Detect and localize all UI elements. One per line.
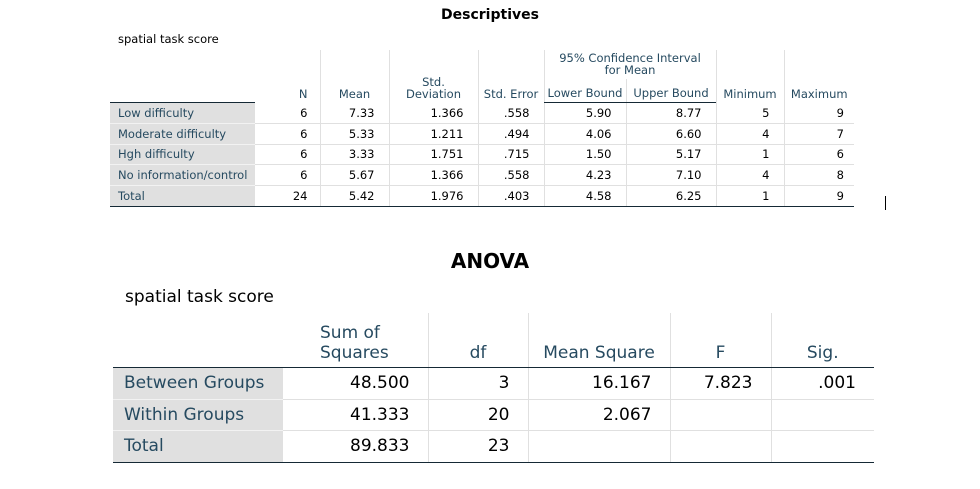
header-upper-bound: Upper Bound: [625, 79, 716, 103]
row-label: Moderate difficulty: [110, 123, 255, 145]
table-row: Between Groups 48.500 3 16.167 7.823 .00…: [113, 367, 874, 400]
row-label: Total: [113, 430, 283, 463]
cell-lower: 4.06: [543, 123, 626, 145]
cell-df: 20: [427, 399, 528, 431]
header-f: F: [669, 313, 771, 368]
header-sum-of-squares: Sum of Squares: [283, 313, 428, 368]
cell-mean: 5.33: [319, 123, 389, 145]
cell-se: .494: [477, 123, 544, 145]
cell-lower: 1.50: [543, 144, 626, 166]
cell-n: 6: [255, 102, 320, 124]
cell-mean: 3.33: [319, 144, 389, 166]
table-row: Total 24 5.42 1.976 .403 4.58 6.25 1 9: [110, 185, 854, 207]
row-label: Between Groups: [113, 367, 283, 400]
header-std-error: Std. Error: [477, 50, 544, 103]
cell-n: 6: [255, 144, 320, 166]
cell-upper: 5.17: [625, 144, 716, 166]
header-minimum: Minimum: [715, 50, 784, 103]
cell-se: .558: [477, 164, 544, 187]
cell-sd: 1.976: [388, 185, 478, 207]
descriptives-title: Descriptives: [441, 7, 539, 23]
anova-subtitle: spatial task score: [125, 287, 274, 307]
cell-upper: 6.25: [625, 185, 716, 207]
cell-max: 7: [783, 123, 854, 145]
cell-min: 4: [715, 123, 784, 145]
cell-se: .715: [477, 144, 544, 166]
cell-sd: 1.366: [388, 164, 478, 187]
table-row: Total 89.833 23: [113, 430, 874, 463]
descriptives-subtitle: spatial task score: [118, 32, 219, 46]
row-label: Total: [110, 185, 255, 207]
cell-n: 24: [255, 185, 320, 207]
table-row: Moderate difficulty 6 5.33 1.211 .494 4.…: [110, 123, 854, 145]
cell-max: 9: [783, 185, 854, 207]
cell-f: [669, 399, 771, 431]
cell-mean-square: 2.067: [527, 399, 670, 431]
row-label: Within Groups: [113, 399, 283, 431]
header-blank-2: [110, 79, 255, 103]
cell-sum-of-squares: 48.500: [283, 367, 428, 400]
cell-mean-square: [527, 430, 670, 463]
cell-sig: [770, 399, 874, 431]
header-df: df: [427, 313, 528, 368]
cell-upper: 7.10: [625, 164, 716, 187]
cell-min: 5: [715, 102, 784, 124]
anova-title: ANOVA: [450, 249, 530, 273]
cell-min: 4: [715, 164, 784, 187]
cell-lower: 4.23: [543, 164, 626, 187]
cell-df: 23: [427, 430, 528, 463]
cell-max: 9: [783, 102, 854, 124]
cell-sd: 1.211: [388, 123, 478, 145]
row-label: No information/control: [110, 164, 255, 187]
cell-f: [669, 430, 771, 463]
header-maximum: Maximum: [783, 50, 854, 103]
descriptives-table: N Mean Std. Deviation Std. Error 95% Con…: [110, 50, 854, 207]
cell-sd: 1.751: [388, 144, 478, 166]
header-n: N: [298, 86, 308, 101]
row-label: Low difficulty: [110, 102, 255, 124]
header-blank: [113, 313, 283, 368]
cell-min: 1: [715, 185, 784, 207]
header-blank: [110, 50, 255, 79]
text-cursor: [885, 196, 886, 210]
cell-sum-of-squares: 89.833: [283, 430, 428, 463]
header-mean-square: Mean Square: [527, 313, 670, 368]
table-row: No information/control 6 5.67 1.366 .558…: [110, 164, 854, 187]
cell-n: 6: [255, 123, 320, 145]
cell-sum-of-squares: 41.333: [283, 399, 428, 431]
cell-df: 3: [427, 367, 528, 400]
header-mean: Mean: [319, 50, 389, 103]
cell-n: 6: [255, 164, 320, 187]
cell-lower: 5.90: [543, 102, 626, 124]
cell-max: 6: [783, 144, 854, 166]
cell-mean-square: 16.167: [527, 367, 670, 400]
header-ci-group: 95% Confidence Interval for Mean: [543, 50, 716, 79]
cell-upper: 8.77: [625, 102, 716, 124]
table-row: Within Groups 41.333 20 2.067: [113, 399, 874, 431]
header-std-deviation: Std. Deviation: [388, 50, 478, 103]
cell-min: 1: [715, 144, 784, 166]
row-label: Hgh difficulty: [110, 144, 255, 166]
table-row: Low difficulty 6 7.33 1.366 .558 5.90 8.…: [110, 102, 854, 124]
anova-table: Sum of Squares df Mean Square F Sig. Bet…: [113, 313, 874, 463]
cell-mean: 7.33: [319, 102, 389, 124]
header-sig: Sig.: [770, 313, 874, 368]
cell-se: .403: [477, 185, 544, 207]
cell-se: .558: [477, 102, 544, 124]
cell-sig: .001: [770, 367, 874, 400]
cell-sd: 1.366: [388, 102, 478, 124]
cell-sig: [770, 430, 874, 463]
cell-upper: 6.60: [625, 123, 716, 145]
cell-mean: 5.42: [319, 185, 389, 207]
cell-f: 7.823: [669, 367, 771, 400]
cell-max: 8: [783, 164, 854, 187]
cell-mean: 5.67: [319, 164, 389, 187]
cell-lower: 4.58: [543, 185, 626, 207]
header-lower-bound: Lower Bound: [543, 79, 626, 103]
table-row: Hgh difficulty 6 3.33 1.751 .715 1.50 5.…: [110, 144, 854, 166]
